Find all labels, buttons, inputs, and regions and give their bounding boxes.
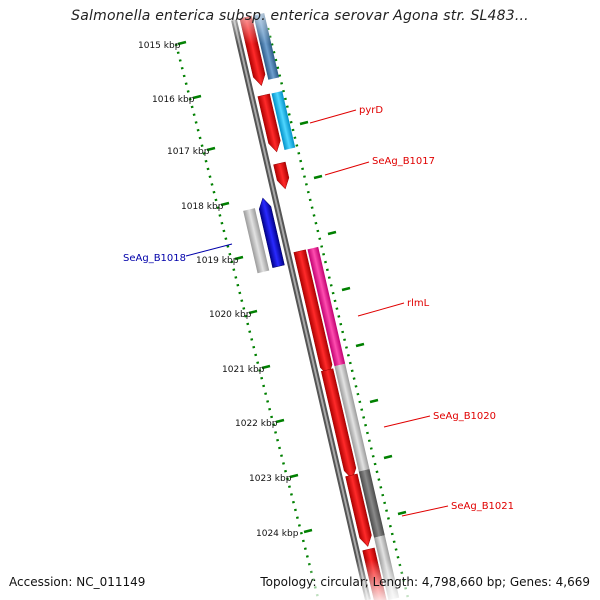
tick-label: 1018 kbp (181, 202, 224, 212)
gene-label-SeAg_B1021[interactable]: SeAg_B1021 (451, 501, 514, 512)
gene-label-SeAg_B1020[interactable]: SeAg_B1020 (433, 411, 496, 422)
gene-label-pyrD[interactable]: pyrD (359, 105, 383, 116)
tick-mark (275, 418, 285, 424)
genome-summary-text: Topology: circular; Length: 4,798,660 bp… (260, 575, 590, 589)
label-leader (401, 505, 449, 517)
tick-mark (313, 174, 323, 180)
tick-label: 1022 kbp (235, 419, 278, 429)
cds-feature-red[interactable] (257, 93, 283, 153)
cds-feature-red[interactable] (273, 161, 292, 190)
genome-title: Salmonella enterica subsp. enterica sero… (71, 8, 529, 24)
gene-feature-darkgray[interactable] (358, 469, 385, 538)
scale-track-dotted (174, 43, 320, 599)
tick-mark (299, 120, 309, 126)
cds-feature-red[interactable] (345, 473, 374, 548)
tick-label: 1015 kbp (138, 41, 181, 51)
tick-mark (369, 398, 379, 404)
tick-mark (248, 309, 258, 315)
tick-mark (341, 286, 351, 292)
scale-ticks (177, 40, 313, 534)
tick-mark (261, 364, 271, 370)
tick-mark (383, 454, 393, 460)
gene-feature-lightgray[interactable] (334, 363, 370, 472)
backbone-line-highlight (233, 19, 369, 600)
tick-label: 1016 kbp (152, 95, 195, 105)
gene-feature-cyan[interactable] (271, 90, 296, 150)
scale-ticks-right (299, 120, 407, 516)
tick-mark (327, 230, 337, 236)
label-leader (185, 243, 233, 257)
tick-label: 1017 kbp (167, 147, 210, 157)
label-leader (383, 415, 431, 428)
label-leader (309, 109, 357, 124)
gene-feature-magenta[interactable] (307, 246, 346, 367)
gene-label-SeAg_B1017[interactable]: SeAg_B1017 (372, 156, 435, 167)
tick-mark (220, 201, 230, 207)
cds-feature-blue[interactable] (257, 197, 285, 268)
label-leader (357, 302, 405, 317)
gene-label-rlmL[interactable]: rlmL (407, 298, 430, 309)
scale-track-dotted-right (266, 27, 410, 599)
tick-mark (303, 528, 313, 534)
tick-label: 1021 kbp (222, 365, 265, 375)
tick-mark (355, 342, 365, 348)
tick-mark (206, 146, 216, 152)
cds-feature-red[interactable] (320, 368, 358, 481)
accession-text: Accession: NC_011149 (9, 575, 146, 589)
tick-mark (234, 255, 244, 261)
tick-label: 1024 kbp (256, 529, 299, 539)
gene-feature-gray[interactable] (243, 208, 270, 274)
tick-mark (289, 473, 299, 479)
tick-label: 1019 kbp (196, 256, 239, 266)
label-leader (324, 161, 370, 176)
tick-mark (192, 94, 202, 100)
gene-label-SeAg_B1018[interactable]: SeAg_B1018 (123, 253, 186, 264)
tick-label: 1023 kbp (249, 474, 292, 484)
tick-mark (397, 510, 407, 516)
tick-label: 1020 kbp (209, 310, 252, 320)
